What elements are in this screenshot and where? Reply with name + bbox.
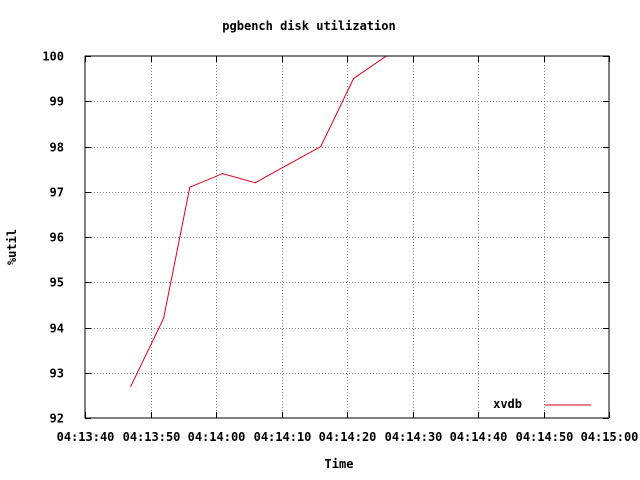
data-points — [130, 55, 387, 387]
data-point-xvdb — [189, 186, 191, 188]
x-axis-tick-labels: 04:13:40 04:13:50 04:14:00 04:14:10 04:14:20… — [57, 430, 639, 444]
y-tick-label: 95 — [50, 276, 64, 290]
x-tick-label: 04:14:30 — [385, 430, 443, 444]
y-tick-label: 100 — [42, 50, 64, 64]
y-axis-tick-labels: 92 93 94 95 96 97 98 99 100 — [42, 50, 64, 426]
x-tick-label: 04:14:50 — [516, 430, 574, 444]
y-axis-label: %util — [5, 229, 19, 265]
data-point-xvdb — [163, 317, 165, 319]
y-tick-label: 92 — [50, 412, 64, 426]
y-tick-label: 97 — [50, 186, 64, 200]
plot-frame — [84, 55, 610, 419]
data-point-xvdb — [222, 173, 224, 175]
x-tick-label: 04:13:50 — [123, 430, 181, 444]
y-tick-label: 93 — [50, 367, 64, 381]
y-tick-label: 99 — [50, 95, 64, 109]
legend-label-xvdb: xvdb — [493, 397, 522, 411]
x-tick-label: 04:14:40 — [450, 430, 508, 444]
data-point-xvdb — [352, 78, 355, 80]
y-tick-label: 94 — [50, 322, 64, 336]
y-tick-label: 98 — [50, 141, 64, 155]
legend: xvdb — [493, 397, 591, 411]
x-tick-label: 04:14:10 — [254, 430, 312, 444]
data-point-xvdb — [130, 385, 132, 387]
data-point-xvdb — [287, 164, 289, 166]
y-tick-label: 96 — [50, 231, 64, 245]
data-point-xvdb — [254, 182, 256, 184]
x-tick-label: 04:14:00 — [188, 430, 246, 444]
chart-title: pgbench disk utilization — [222, 19, 395, 33]
x-tick-label: 04:13:40 — [57, 430, 115, 444]
data-point-xvdb — [320, 145, 322, 148]
x-tick-label: 04:14:20 — [319, 430, 377, 444]
x-axis-label: Time — [325, 457, 354, 471]
grid — [85, 56, 609, 418]
x-tick-label: 04:15:00 — [581, 430, 639, 444]
